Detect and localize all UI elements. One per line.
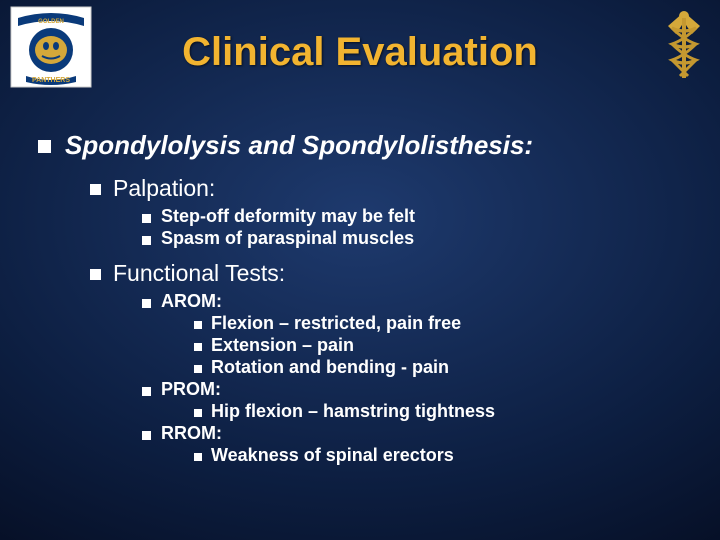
section-palpation: Palpation: <box>90 175 700 202</box>
list-item: Step-off deformity may be felt <box>142 206 700 227</box>
list-item: Flexion – restricted, pain free <box>194 313 700 334</box>
slide-title: Clinical Evaluation <box>0 30 720 75</box>
list-item: Hip flexion – hamstring tightness <box>194 401 700 422</box>
list-item: Extension – pain <box>194 335 700 356</box>
slide-body: Spondylolysis and Spondylolisthesis: Pal… <box>38 130 700 467</box>
sub-prom: PROM: <box>142 379 700 400</box>
heading-text: Spondylolysis and Spondylolisthesis: <box>65 130 533 161</box>
sub-arom: AROM: <box>142 291 700 312</box>
svg-text:GOLDEN: GOLDEN <box>38 19 64 25</box>
list-item: Rotation and bending - pain <box>194 357 700 378</box>
sub-rrom: RROM: <box>142 423 700 444</box>
heading-l1: Spondylolysis and Spondylolisthesis: <box>38 130 700 161</box>
list-item: Spasm of paraspinal muscles <box>142 228 700 249</box>
section-functional: Functional Tests: <box>90 260 700 287</box>
list-item: Weakness of spinal erectors <box>194 445 700 466</box>
svg-text:PANTHERS: PANTHERS <box>32 77 70 84</box>
